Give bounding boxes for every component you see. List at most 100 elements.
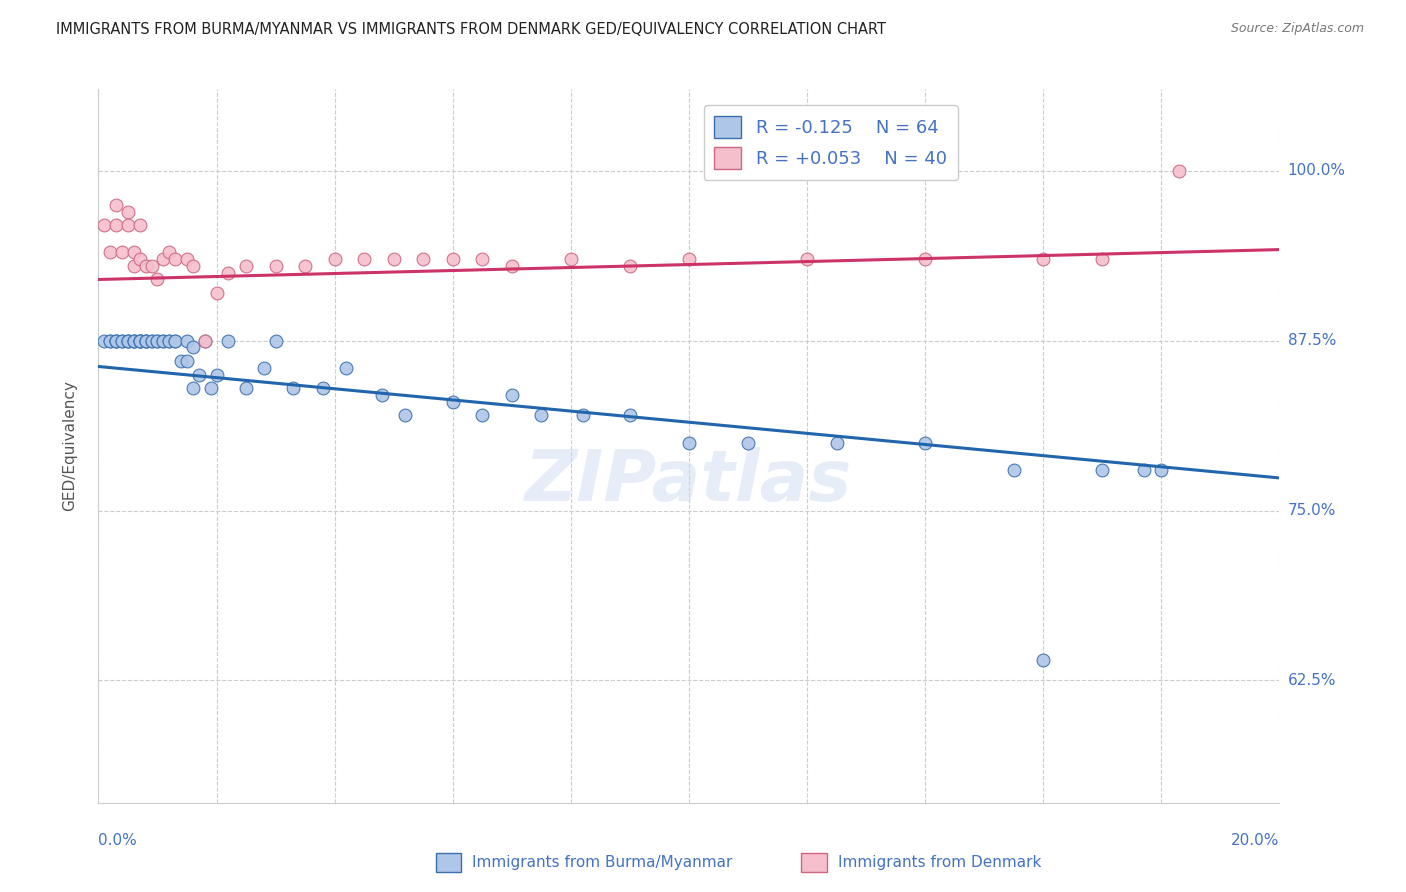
Point — [165, 252, 187, 266]
Point — [105, 198, 128, 212]
Point — [105, 218, 128, 232]
Point — [619, 259, 641, 273]
Point — [128, 334, 150, 348]
Point — [1032, 653, 1054, 667]
Point — [122, 334, 145, 348]
Point — [382, 252, 405, 266]
Point — [678, 252, 700, 266]
Point — [253, 360, 276, 375]
Point — [217, 334, 239, 348]
Point — [294, 259, 316, 273]
Point — [135, 334, 157, 348]
Point — [128, 218, 150, 232]
Point — [170, 354, 193, 368]
Text: 100.0%: 100.0% — [1288, 163, 1346, 178]
Point — [105, 334, 128, 348]
Point — [1091, 252, 1114, 266]
Point — [93, 334, 115, 348]
Point — [128, 334, 150, 348]
Point — [98, 334, 121, 348]
Point — [176, 334, 198, 348]
Text: 0.0%: 0.0% — [98, 833, 138, 848]
Point — [111, 334, 134, 348]
Y-axis label: GED/Equivalency: GED/Equivalency — [63, 381, 77, 511]
Point — [312, 381, 335, 395]
Point — [117, 204, 139, 219]
Point — [152, 334, 174, 348]
Point — [283, 381, 305, 395]
Point — [152, 252, 174, 266]
Text: 87.5%: 87.5% — [1288, 333, 1336, 348]
Point — [560, 252, 582, 266]
Point — [1132, 463, 1154, 477]
Point — [157, 334, 180, 348]
Point — [471, 409, 494, 423]
Point — [323, 252, 346, 266]
Point — [98, 245, 121, 260]
Point — [146, 272, 169, 286]
Point — [471, 252, 494, 266]
Point — [122, 334, 145, 348]
Point — [141, 334, 163, 348]
Point — [501, 388, 523, 402]
Text: 75.0%: 75.0% — [1288, 503, 1336, 518]
Point — [335, 360, 357, 375]
Point — [128, 334, 150, 348]
Point — [1168, 163, 1191, 178]
Point — [501, 259, 523, 273]
Point — [122, 334, 145, 348]
Point — [135, 334, 157, 348]
Point — [1002, 463, 1025, 477]
Point — [1091, 463, 1114, 477]
Point — [1150, 463, 1173, 477]
Text: IMMIGRANTS FROM BURMA/MYANMAR VS IMMIGRANTS FROM DENMARK GED/EQUIVALENCY CORRELA: IMMIGRANTS FROM BURMA/MYANMAR VS IMMIGRA… — [56, 22, 886, 37]
Point — [264, 334, 287, 348]
Point — [165, 334, 187, 348]
Point — [122, 245, 145, 260]
Legend: R = -0.125    N = 64, R = +0.053    N = 40: R = -0.125 N = 64, R = +0.053 N = 40 — [703, 105, 957, 180]
Point — [128, 252, 150, 266]
Point — [93, 218, 115, 232]
Point — [1032, 252, 1054, 266]
Point — [235, 381, 257, 395]
Point — [181, 381, 204, 395]
Point — [117, 334, 139, 348]
Point — [530, 409, 553, 423]
Point — [117, 334, 139, 348]
Point — [571, 409, 593, 423]
Point — [141, 259, 163, 273]
Point — [200, 381, 222, 395]
Point — [678, 435, 700, 450]
Point — [105, 334, 128, 348]
Text: ZIPatlas: ZIPatlas — [526, 447, 852, 516]
Point — [194, 334, 217, 348]
Point — [825, 435, 848, 450]
Point — [105, 334, 128, 348]
Point — [152, 334, 174, 348]
Point — [122, 259, 145, 273]
Point — [135, 259, 157, 273]
Point — [205, 286, 228, 301]
Point — [176, 252, 198, 266]
Point — [737, 435, 759, 450]
Point — [165, 334, 187, 348]
Point — [117, 334, 139, 348]
Point — [157, 245, 180, 260]
Point — [796, 252, 818, 266]
Point — [914, 435, 936, 450]
Point — [187, 368, 209, 382]
Point — [217, 266, 239, 280]
Point — [117, 218, 139, 232]
Point — [353, 252, 375, 266]
Point — [194, 334, 217, 348]
Text: 20.0%: 20.0% — [1232, 833, 1279, 848]
Point — [111, 334, 134, 348]
Point — [264, 259, 287, 273]
Point — [128, 334, 150, 348]
Point — [98, 334, 121, 348]
Point — [135, 334, 157, 348]
Point — [619, 409, 641, 423]
Point — [181, 341, 204, 355]
Text: 62.5%: 62.5% — [1288, 673, 1336, 688]
Point — [205, 368, 228, 382]
